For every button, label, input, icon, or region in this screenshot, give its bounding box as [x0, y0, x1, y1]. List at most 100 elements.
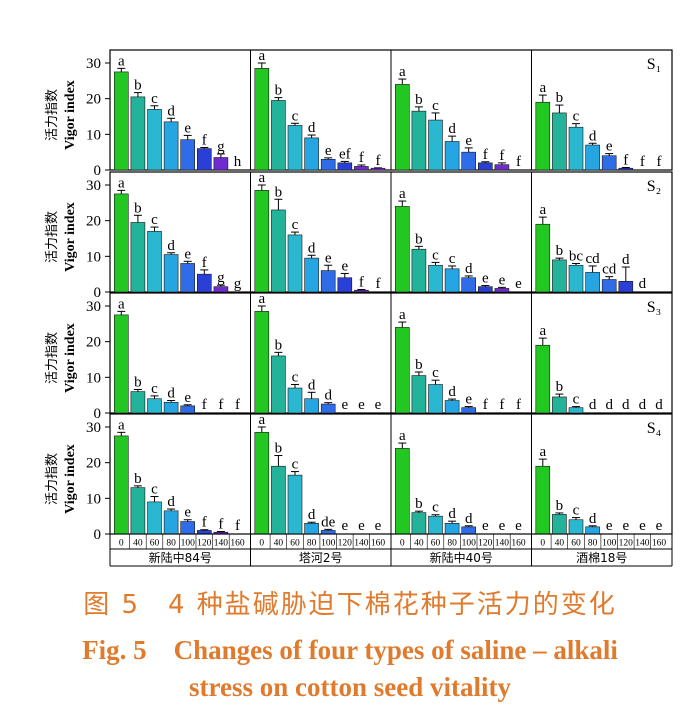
significance-label: a — [399, 64, 406, 80]
significance-label: e — [184, 246, 191, 262]
significance-label: e — [341, 397, 348, 413]
y-tick-label: 0 — [94, 163, 102, 179]
significance-label: f — [623, 153, 628, 169]
significance-label: d — [605, 397, 613, 413]
significance-label: de — [321, 514, 336, 530]
significance-label: f — [483, 147, 488, 163]
bar — [213, 157, 229, 171]
bar — [114, 314, 129, 414]
significance-label: e — [515, 276, 522, 292]
bar — [444, 141, 460, 171]
significance-label: d — [589, 511, 597, 527]
significance-label: f — [202, 133, 207, 149]
significance-label: c — [151, 91, 158, 107]
bar — [130, 96, 146, 171]
significance-label: b — [134, 374, 142, 390]
significance-label: c — [432, 247, 439, 263]
significance-label: b — [415, 231, 423, 247]
significance-label: h — [234, 154, 242, 170]
significance-label: b — [275, 184, 283, 200]
significance-label: b — [556, 90, 564, 106]
significance-label: d — [639, 397, 647, 413]
x-tick-label: 120 — [478, 539, 493, 549]
y-axis-label-en: Vigor index — [63, 202, 78, 272]
significance-label: c — [573, 392, 580, 408]
bar — [394, 327, 410, 414]
significance-label: d — [167, 103, 175, 119]
significance-label: e — [499, 518, 506, 534]
bar — [337, 277, 353, 293]
cultivar-label: 新陆中84号 — [149, 550, 212, 565]
significance-label: e — [375, 397, 382, 413]
figure-caption-cn: 图 5 4 种盐碱胁迫下棉花种子活力的变化 — [83, 590, 617, 620]
bar — [320, 530, 336, 535]
x-tick-label: 0 — [119, 539, 124, 549]
x-tick-label: 0 — [259, 539, 264, 549]
bar — [461, 151, 477, 171]
significance-label: d — [308, 377, 316, 393]
significance-label: d — [622, 252, 630, 268]
bar — [568, 407, 584, 414]
x-tick-label: 160 — [652, 539, 667, 549]
bar — [147, 501, 162, 535]
significance-label: e — [606, 518, 613, 534]
bar — [411, 375, 427, 414]
significance-label: b — [415, 357, 423, 373]
bar — [147, 398, 162, 414]
bar — [337, 162, 353, 171]
significance-label: b — [275, 337, 283, 353]
bar — [444, 268, 460, 293]
bar — [428, 384, 443, 414]
bar — [320, 159, 336, 171]
bar — [568, 519, 584, 535]
bar — [197, 530, 212, 535]
significance-label: e — [465, 133, 472, 149]
significance-label: b — [134, 471, 142, 487]
bar — [130, 487, 146, 535]
significance-label: g — [217, 270, 225, 286]
significance-label: f — [499, 148, 504, 164]
significance-label: a — [258, 291, 265, 307]
bar — [552, 112, 567, 171]
significance-label: b — [556, 243, 564, 259]
significance-label: e — [499, 272, 506, 288]
significance-label: e — [482, 271, 489, 287]
bar — [147, 109, 162, 171]
significance-label: f — [516, 154, 521, 170]
significance-label: e — [325, 143, 332, 159]
significance-label: d — [448, 506, 456, 522]
y-axis-label-cn: 活力指数 — [45, 211, 60, 263]
y-tick-label: 20 — [86, 456, 101, 472]
x-tick-label: 80 — [307, 539, 317, 549]
x-tick-label: 100 — [321, 539, 336, 549]
x-tick-label: 100 — [462, 539, 477, 549]
significance-label: d — [167, 386, 175, 402]
bar — [461, 526, 477, 535]
bar — [552, 396, 567, 414]
significance-label: a — [399, 428, 406, 444]
significance-label: d — [639, 276, 647, 292]
bar — [394, 206, 410, 293]
bar — [535, 344, 551, 414]
significance-label: e — [358, 518, 365, 534]
significance-label: d — [465, 261, 473, 277]
significance-label: e — [515, 518, 522, 534]
significance-label: a — [539, 444, 546, 460]
x-tick-label: 100 — [602, 539, 617, 549]
bar — [163, 401, 179, 414]
significance-label: a — [258, 412, 265, 428]
x-tick-label: 60 — [571, 539, 581, 549]
significance-label: e — [622, 518, 629, 534]
significance-label: e — [606, 139, 613, 155]
bar — [147, 231, 162, 293]
figure-caption-en-line1: Fig. 5 Changes of four types of saline –… — [82, 635, 618, 665]
y-tick-label: 0 — [94, 527, 102, 543]
x-tick-label: 140 — [354, 539, 369, 549]
bar — [411, 512, 427, 535]
y-tick-label: 10 — [86, 127, 101, 143]
panel-label: S₁ — [647, 56, 661, 73]
x-tick-label: 160 — [371, 539, 386, 549]
bar — [180, 263, 195, 293]
significance-label: d — [465, 511, 473, 527]
